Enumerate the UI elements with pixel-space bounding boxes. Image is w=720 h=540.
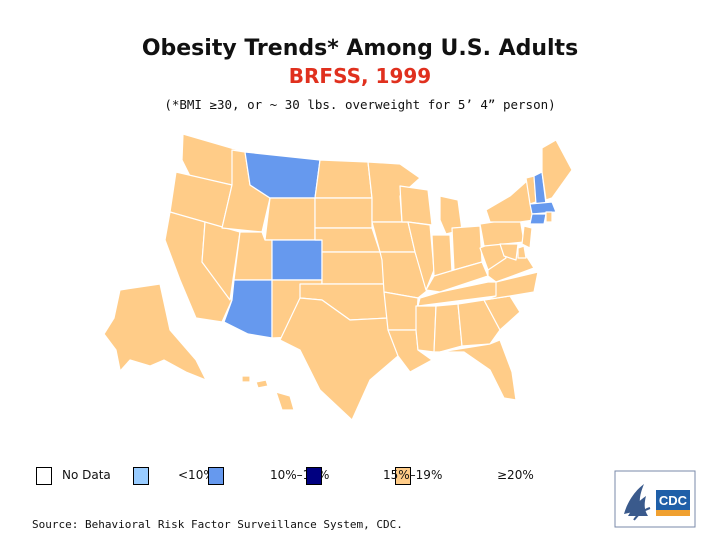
legend-label-15-19: 15%–19% bbox=[383, 468, 443, 482]
legend-swatch-ge20 bbox=[306, 467, 322, 485]
state-RI bbox=[545, 211, 553, 223]
state-HI-small2 bbox=[255, 379, 269, 389]
state-MS bbox=[415, 305, 437, 353]
state-ME bbox=[541, 139, 573, 201]
legend-label-lt10: <10% bbox=[178, 468, 215, 482]
state-WI bbox=[399, 185, 433, 226]
state-DE bbox=[517, 245, 527, 259]
state-FL bbox=[439, 339, 517, 401]
state-HI bbox=[275, 391, 295, 411]
state-TX bbox=[279, 297, 399, 421]
state-SD bbox=[314, 197, 373, 229]
cdc-logo-text: CDC bbox=[659, 493, 688, 508]
source-note: Source: Behavioral Risk Factor Surveilla… bbox=[32, 518, 403, 531]
state-NE bbox=[314, 227, 381, 253]
state-AL bbox=[433, 303, 463, 353]
cdc-logo: CDC bbox=[614, 470, 696, 528]
state-MD bbox=[499, 243, 519, 261]
state-HI-small1 bbox=[241, 375, 251, 383]
state-MA bbox=[529, 201, 557, 215]
cdc-badge bbox=[656, 490, 690, 510]
hhs-eagle-icon bbox=[624, 484, 651, 521]
state-IL bbox=[407, 221, 435, 291]
state-WY bbox=[264, 197, 316, 241]
legend-label-no-data: No Data bbox=[62, 468, 111, 482]
map-subtitle: BRFSS, 1999 bbox=[288, 64, 432, 88]
map-title: Obesity Trends* Among U.S. Adults bbox=[141, 36, 579, 61]
legend-label-ge20: ≥20% bbox=[497, 468, 534, 482]
bmi-note: (*BMI ≥30, or ~ 30 lbs. overweight for 5… bbox=[164, 97, 556, 112]
state-KS bbox=[321, 251, 385, 285]
state-NC bbox=[483, 271, 539, 301]
state-CT bbox=[529, 213, 547, 225]
state-CO bbox=[271, 239, 323, 281]
legend-swatch-10-14 bbox=[208, 467, 224, 485]
state-AR bbox=[383, 291, 419, 331]
legend-swatch-no-data bbox=[36, 467, 52, 485]
state-NJ bbox=[521, 225, 533, 249]
state-ND bbox=[314, 159, 373, 199]
state-IN bbox=[431, 234, 453, 277]
legend-swatch-lt10 bbox=[133, 467, 149, 485]
state-AK bbox=[91, 283, 207, 401]
legend-swatch-15-19 bbox=[395, 467, 411, 485]
